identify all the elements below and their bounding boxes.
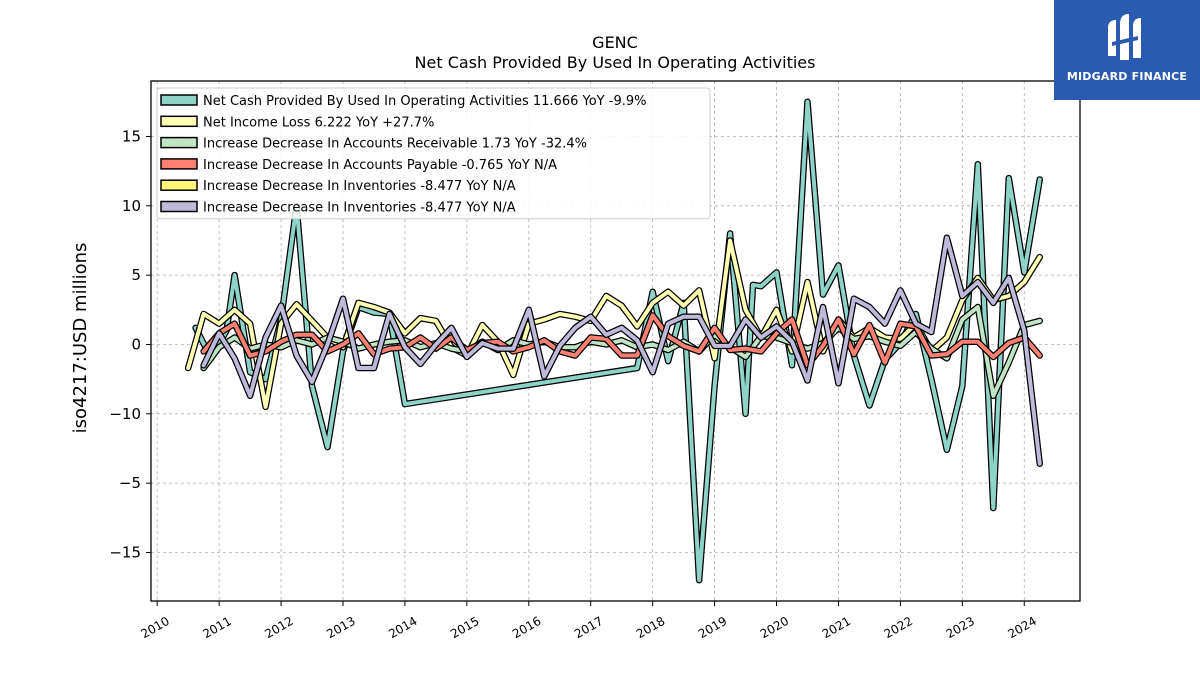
- legend-label: Increase Decrease In Inventories -8.477 …: [203, 179, 516, 194]
- y-tick-label: 10: [122, 197, 141, 215]
- legend-swatch: [160, 115, 198, 128]
- chart-title: GENC: [592, 33, 638, 52]
- series-line-4: [200, 312, 1043, 369]
- y-tick-label: 5: [131, 266, 141, 284]
- legend-box: [156, 87, 711, 220]
- x-tick-label: 2011: [200, 614, 233, 641]
- legend-label: Increase Decrease In Inventories -8.477 …: [203, 201, 516, 216]
- legend-swatch: [160, 94, 198, 106]
- legend-label: Net Cash Provided By Used In Operating A…: [203, 94, 646, 109]
- y-tick-label: −5: [119, 474, 141, 492]
- x-tick-label: 2018: [634, 614, 667, 641]
- brand-logo: MIDGARD FINANCE: [1054, 0, 1200, 100]
- y-axis-label: iso4217:USD millions: [70, 243, 91, 434]
- legend-label: Increase Decrease In Accounts Payable -0…: [203, 158, 557, 173]
- brand-mark-icon: [1108, 14, 1141, 60]
- brand-name: MIDGARD FINANCE: [1066, 70, 1188, 83]
- y-tick-label: 15: [122, 127, 141, 145]
- series-stroke: [201, 313, 1042, 368]
- x-tick-label: 2012: [262, 614, 295, 641]
- legend-swatch: [160, 158, 198, 170]
- x-tick-label: 2019: [696, 614, 729, 641]
- x-tick-label: 2023: [944, 614, 977, 641]
- y-tick-label: −10: [109, 405, 141, 423]
- x-tick-label: 2016: [510, 614, 543, 641]
- x-tick-label: 2013: [324, 614, 357, 641]
- legend-swatch: [160, 179, 198, 191]
- legend-label: Net Income Loss 6.222 YoY +27.7%: [203, 115, 434, 130]
- chart-legend: Net Cash Provided By Used In Operating A…: [156, 87, 711, 220]
- x-tick-label: 2017: [572, 614, 605, 641]
- x-tick-label: 2010: [138, 614, 171, 641]
- series-stroke: [201, 235, 1042, 466]
- x-tick-label: 2014: [386, 614, 419, 641]
- series-line-6: [200, 234, 1043, 467]
- x-tick-label: 2015: [448, 614, 481, 641]
- legend-swatch: [160, 200, 198, 213]
- x-tick-label: 2021: [820, 614, 853, 641]
- x-tick-label: 2024: [1006, 614, 1039, 641]
- legend-label: Increase Decrease In Accounts Receivable…: [203, 137, 587, 152]
- chart-subtitle: Net Cash Provided By Used In Operating A…: [415, 53, 816, 72]
- y-tick-label: 0: [131, 335, 141, 353]
- y-tick-label: −15: [109, 543, 141, 561]
- x-tick-label: 2020: [758, 614, 791, 641]
- plot-frame: [150, 80, 1081, 602]
- legend-swatch: [160, 136, 198, 149]
- x-tick-label: 2022: [882, 614, 915, 641]
- series-layer: [184, 98, 1043, 584]
